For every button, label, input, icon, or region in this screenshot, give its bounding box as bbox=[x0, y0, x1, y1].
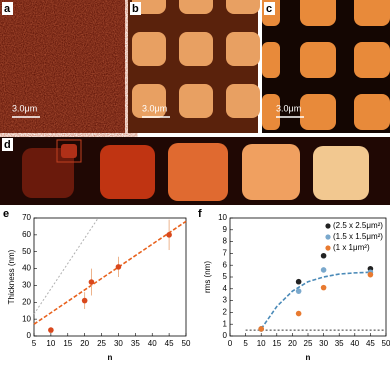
x-tick-label: 10 bbox=[257, 339, 266, 348]
data-point bbox=[48, 327, 54, 333]
data-point bbox=[295, 310, 302, 317]
panel-label: d bbox=[4, 139, 11, 151]
x-tick-label: 50 bbox=[182, 339, 191, 348]
y-tick-label: 60 bbox=[22, 230, 31, 239]
y-tick-label: 0 bbox=[223, 331, 228, 340]
charts: 5 10 15 20 25 30 35 40 45 50010203040506070nThick… bbox=[7, 213, 390, 362]
y-tick-label: 2 bbox=[223, 308, 228, 317]
x-tick-label: 25 bbox=[304, 339, 313, 348]
x-tick-label: 50 bbox=[382, 339, 390, 348]
x-tick-label: 20 bbox=[80, 339, 89, 348]
legend-marker bbox=[325, 223, 331, 229]
y-tick-label: 10 bbox=[218, 213, 227, 222]
data-point bbox=[81, 297, 88, 304]
data-point bbox=[295, 288, 302, 294]
panel-label: a bbox=[4, 3, 11, 15]
y-tick-label: 8 bbox=[223, 237, 228, 246]
x-axis-label: n bbox=[306, 353, 311, 362]
x-tick-label: 30 bbox=[114, 339, 123, 348]
fit-line bbox=[33, 220, 187, 325]
data-point bbox=[320, 252, 327, 259]
legend-label: (1 x 1μm²) bbox=[333, 243, 370, 252]
fit-line bbox=[33, 217, 99, 315]
y-axis-label: Thickness (nm) bbox=[7, 249, 16, 304]
x-tick-label: 40 bbox=[148, 339, 157, 348]
y-tick-label: 30 bbox=[22, 281, 31, 290]
y-tick-label: 6 bbox=[223, 260, 228, 269]
y-tick-label: 70 bbox=[22, 213, 31, 222]
legend-label: (1.5 x 1.5μm²) bbox=[333, 232, 383, 241]
data-point bbox=[320, 284, 327, 291]
image-a bbox=[0, 0, 125, 133]
x-axis-label: n bbox=[108, 353, 113, 362]
panel-label: b bbox=[132, 3, 139, 15]
x-tick-label: 5 bbox=[32, 339, 37, 348]
x-tick-label: 10 bbox=[46, 339, 55, 348]
x-tick-label: 15 bbox=[63, 339, 72, 348]
data-point bbox=[320, 267, 327, 273]
y-tick-label: 4 bbox=[223, 284, 228, 293]
y-tick-label: 5 bbox=[223, 272, 228, 281]
data-point bbox=[88, 279, 95, 285]
data-point bbox=[295, 278, 302, 285]
x-tick-label: 15 bbox=[272, 339, 281, 348]
x-tick-label: 25 bbox=[97, 339, 106, 348]
y-tick-label: 7 bbox=[223, 249, 228, 258]
image-c bbox=[262, 0, 390, 133]
scale-bar-label: 3.0μm bbox=[12, 103, 37, 113]
y-tick-label: 10 bbox=[22, 314, 31, 323]
x-tick-label: 0 bbox=[228, 339, 233, 348]
data-point bbox=[166, 232, 172, 238]
x-tick-label: 20 bbox=[288, 339, 297, 348]
x-tick-label: 5 bbox=[243, 339, 248, 348]
legend-label: (2.5 x 2.5μm²) bbox=[333, 221, 383, 230]
y-axis-label: rms (nm) bbox=[203, 261, 212, 293]
data-point bbox=[115, 264, 122, 270]
y-tick-label: 9 bbox=[223, 225, 228, 234]
y-tick-label: 1 bbox=[223, 319, 228, 328]
image-d bbox=[0, 137, 390, 205]
legend-marker bbox=[325, 245, 331, 251]
plot-frame bbox=[33, 217, 187, 337]
x-tick-label: 40 bbox=[350, 339, 359, 348]
x-tick-label: 45 bbox=[165, 339, 174, 348]
panel-label: c bbox=[266, 3, 272, 15]
x-tick-label: 30 bbox=[319, 339, 328, 348]
panel-label: e bbox=[3, 208, 9, 220]
x-tick-label: 35 bbox=[335, 339, 344, 348]
scale-bar-label: 3.0μm bbox=[276, 103, 301, 113]
data-point bbox=[367, 271, 374, 278]
fit-line bbox=[260, 271, 371, 330]
scale-bar-label: 3.0μm bbox=[142, 103, 167, 113]
data-point bbox=[258, 326, 265, 332]
panel-label: f bbox=[198, 208, 202, 220]
x-tick-label: 35 bbox=[131, 339, 140, 348]
y-tick-label: 0 bbox=[27, 331, 32, 340]
y-tick-label: 40 bbox=[22, 264, 31, 273]
y-tick-label: 50 bbox=[22, 247, 31, 256]
y-tick-label: 20 bbox=[22, 297, 31, 306]
x-tick-label: 45 bbox=[366, 339, 375, 348]
y-tick-label: 3 bbox=[223, 296, 228, 305]
legend-marker bbox=[325, 234, 331, 240]
image-b bbox=[128, 0, 260, 133]
